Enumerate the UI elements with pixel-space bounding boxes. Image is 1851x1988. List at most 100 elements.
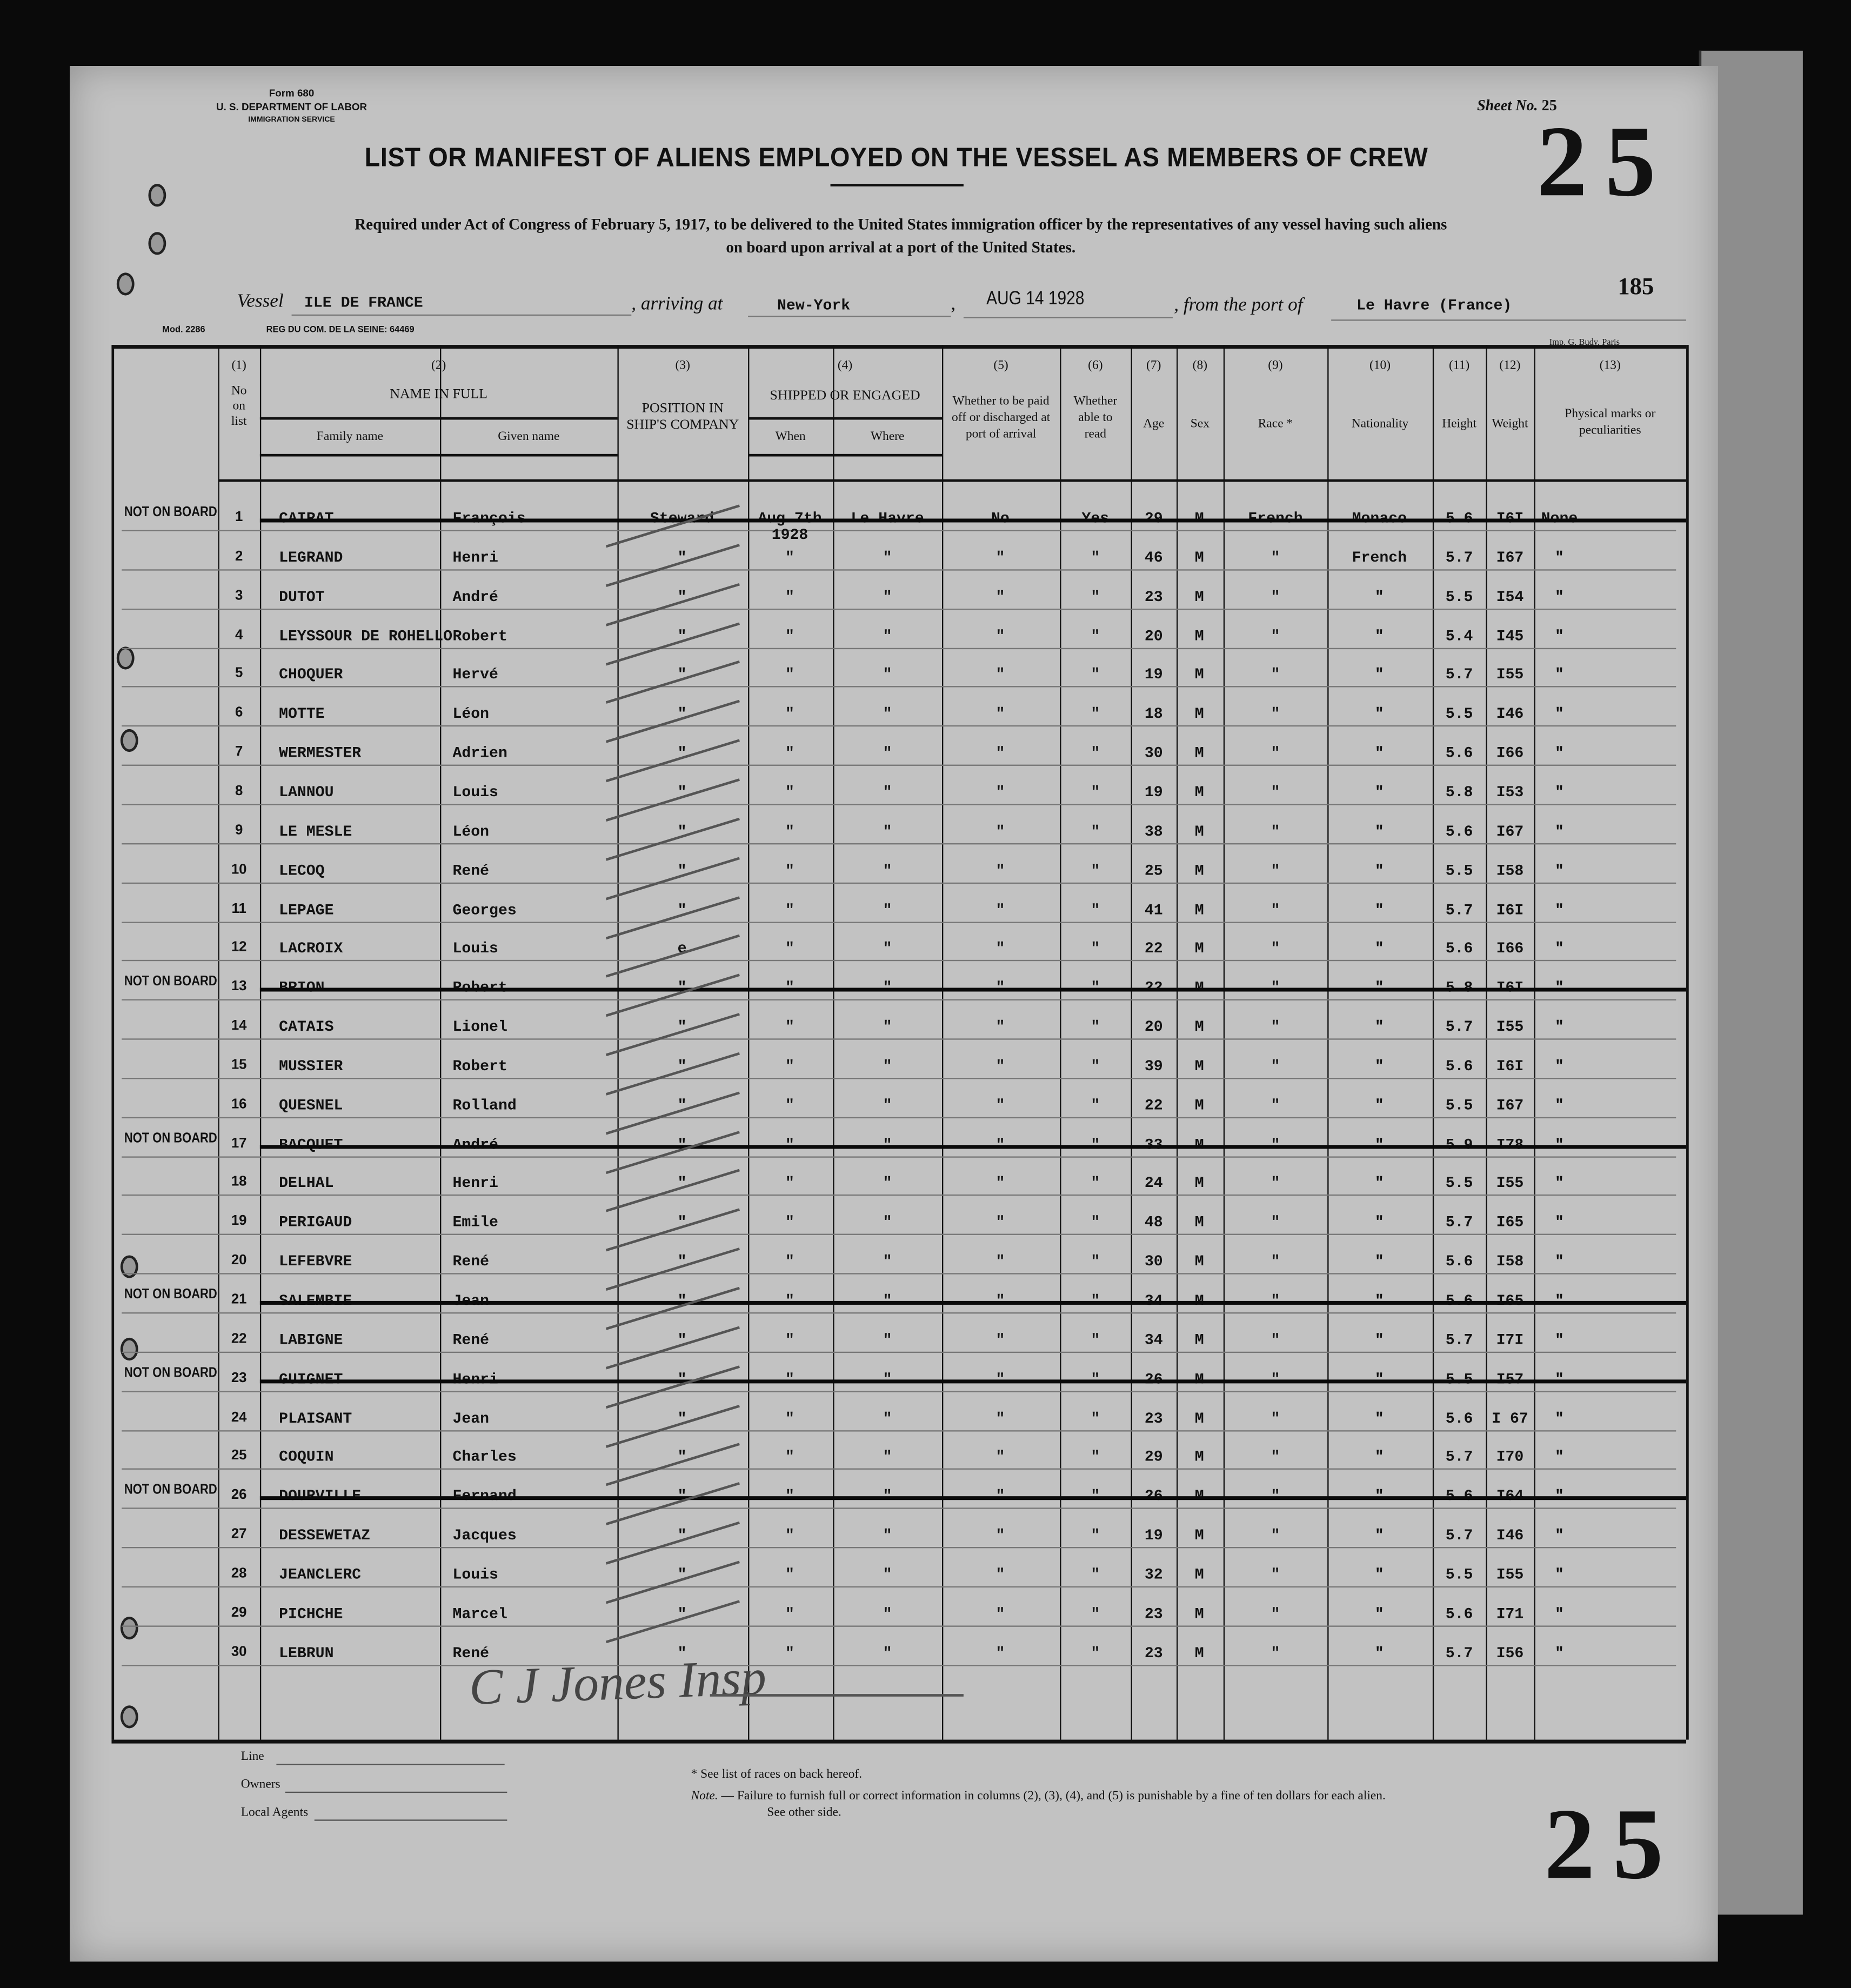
given-name: Robert [452,627,507,645]
sex: M [1194,1605,1204,1623]
physical-marks: " [1554,744,1564,763]
shipped-when: " [726,1292,853,1310]
family-name: PERIGAUD [279,1213,352,1232]
sex: M [1194,1409,1204,1427]
list-number: 27 [231,1526,247,1542]
name-subheader-rule [259,417,618,420]
family-name: LACROIX [279,940,343,958]
paid-off: " [995,588,1005,606]
age: 18 [1144,705,1163,723]
able-to-read: " [1091,1018,1100,1036]
sex: M [1194,1175,1204,1193]
paid-off: " [995,1605,1005,1623]
shipped-when: Aug.7th [726,510,853,528]
shipped-when: " [785,627,794,645]
given-name: André [452,588,498,606]
big-sheet-number-bottom: 25 [1544,1789,1681,1901]
shipped-where: " [883,1409,892,1427]
column-divider [259,345,262,1740]
title-rule [830,184,964,186]
row-guide-line [122,882,1676,884]
column-number: (3) [675,358,690,373]
shipped-where: " [883,1213,892,1232]
shipped-subheader-rule [748,417,943,420]
sex: M [1194,823,1204,840]
age: 46 [1144,549,1163,567]
able-to-read: " [1091,1213,1100,1232]
nationality: " [1374,862,1384,880]
paid-off: " [995,862,1005,880]
row-guide-line [122,1664,1676,1666]
column-number: (5) [993,358,1008,373]
strike-through-line [259,1496,1687,1500]
sex: M [1136,1292,1263,1310]
paid-off: " [995,900,1005,919]
column-header-no-on-list: No [231,384,247,398]
age: 30 [1144,1253,1163,1271]
shipped-when: " [785,1605,794,1623]
able-to-read: " [1091,588,1100,606]
table-bottom-border [111,1739,1687,1744]
able-to-read: " [1091,900,1100,919]
nationality: " [1374,1253,1384,1271]
column-divider [111,345,115,1740]
able-to-read: " [1091,1566,1100,1584]
given-name: Adrien [452,744,507,763]
row-guide-line [122,999,1676,1001]
nationality: " [1374,1448,1384,1466]
shipped-subheader-bottom [748,453,943,457]
weight: I53 [1496,783,1524,802]
column-header-age: Age [1143,417,1165,431]
shipped-when: " [726,1136,853,1153]
shipped-where: " [883,627,892,645]
sex: M [1194,940,1204,958]
column-header-height: Height [1442,417,1477,431]
age: 33 [1090,1136,1217,1153]
nationality: " [1374,783,1384,802]
physical-marks: " [1496,1136,1623,1153]
age: 25 [1144,862,1163,880]
mod-number: Mod. 2286 [162,325,205,335]
height: 5.5 [1445,862,1473,880]
required-line-2: on board upon arrival at a port of the U… [726,238,1076,256]
height: 5.6 [1445,823,1473,840]
required-line-1: Required under Act of Congress of Februa… [355,215,1447,234]
age: 19 [1144,783,1163,802]
family-name: DELHAL [279,1175,334,1193]
service: IMMIGRATION SERVICE [248,116,335,124]
vessel-name: ILE DE FRANCE [304,294,423,312]
column-header-physical-marks: Physical marks or peculiarities [1565,407,1656,438]
column-number: (8) [1192,358,1208,373]
row-guide-line [122,569,1676,571]
nationality: " [1374,627,1384,645]
nationality: " [1374,940,1384,958]
name-subheader-bottom [259,453,618,457]
sex: M [1194,862,1204,880]
column-header-position: POSITION IN SHIP'S COMPANY [626,401,739,432]
age: 34 [1090,1292,1217,1310]
paid-off: " [995,1175,1005,1193]
shipped-where: " [824,1136,951,1153]
sex: M [1194,1213,1204,1232]
sheet-label: Sheet No. [1476,96,1538,115]
punch-hole [120,1705,138,1729]
given-name: Rolland [452,1096,517,1115]
form-number: Form 680 [269,87,315,99]
height: 5.4 [1445,627,1473,645]
list-number: 19 [231,1213,247,1229]
physical-marks: " [1496,1292,1623,1310]
shipped-where: " [883,1605,892,1623]
nationality: " [1374,1644,1384,1662]
row-guide-line [122,1507,1676,1510]
column-divider [1686,345,1689,1740]
height: 5.6 [1445,1605,1473,1623]
column-divider [1131,345,1132,1740]
list-number: 29 [231,1605,247,1620]
physical-marks: " [1554,862,1564,880]
row-guide-line [122,1547,1676,1549]
vessel-label: Vessel [237,291,284,312]
punch-hole [120,1617,138,1640]
shipped-when: " [785,588,794,606]
column-header-paid-off: Whether to be paid off or discharged at … [951,394,1051,442]
